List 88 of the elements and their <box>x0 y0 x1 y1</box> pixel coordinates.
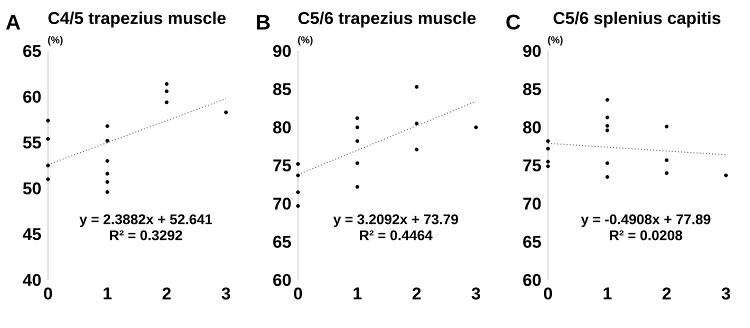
point <box>414 148 419 152</box>
x-tick-label: 2 <box>412 288 421 300</box>
y-axis-title: (%) <box>298 36 313 46</box>
x-tick-label: 0 <box>44 288 52 300</box>
point <box>605 98 610 102</box>
point <box>296 174 300 178</box>
point <box>355 125 360 130</box>
x-tick-label: 2 <box>162 288 171 300</box>
point <box>164 100 169 104</box>
annotation: R² = 0.3292 <box>110 230 182 240</box>
point <box>224 110 228 114</box>
point <box>164 89 169 94</box>
point <box>105 190 110 194</box>
point <box>724 174 728 178</box>
point <box>105 159 110 163</box>
point <box>546 160 550 164</box>
y-tick-label: 75 <box>523 160 541 172</box>
x-tick-label: 2 <box>662 288 671 300</box>
point <box>546 139 550 143</box>
y-tick-label: 55 <box>23 136 42 149</box>
y-axis-title: (%) <box>48 36 63 46</box>
text: C <box>506 14 520 30</box>
chart-title: C5/6 trapezius muscle <box>298 12 476 28</box>
point <box>296 204 300 208</box>
point <box>355 184 360 189</box>
point <box>546 164 550 168</box>
y-tick-label: 90 <box>273 44 291 58</box>
point <box>605 124 610 128</box>
point <box>605 175 610 179</box>
annotation: R² = 0.0208 <box>610 230 682 240</box>
x-tick-label: 1 <box>604 288 612 300</box>
point <box>355 116 360 120</box>
y-tick-label: 65 <box>23 44 42 58</box>
y-tick-label: 65 <box>523 236 541 248</box>
point <box>474 125 478 130</box>
y-tick-label: 45 <box>22 228 42 240</box>
x-tick-label: 1 <box>354 288 362 300</box>
point <box>105 172 110 176</box>
point <box>355 139 360 143</box>
x-tick-label: 0 <box>294 288 302 300</box>
point <box>105 124 110 128</box>
point <box>664 171 669 176</box>
annotation: y = 3.2092x + 73.79 <box>333 214 458 228</box>
text: A <box>6 15 20 30</box>
y-tick-label: 80 <box>273 121 291 134</box>
y-tick-label: 50 <box>23 182 41 194</box>
y-tick-label: 60 <box>523 274 541 286</box>
point <box>296 190 300 194</box>
point <box>605 128 610 132</box>
point <box>46 177 50 182</box>
x-tick-label: 0 <box>544 288 552 300</box>
annotation: y = 2.3882x + 52.641 <box>79 214 212 228</box>
x-tick-label: 3 <box>722 288 730 300</box>
y-tick-label: 65 <box>273 236 291 248</box>
y-tick-label: 75 <box>273 160 291 172</box>
y-tick-label: 60 <box>23 90 41 103</box>
point <box>46 118 50 123</box>
y-tick-label: 85 <box>273 83 291 96</box>
point <box>105 138 110 143</box>
point <box>664 124 669 128</box>
text: B <box>256 15 270 30</box>
point <box>546 146 550 151</box>
y-tick-label: 80 <box>523 121 541 134</box>
y-tick-label: 70 <box>523 198 541 210</box>
x-tick-label: 3 <box>472 288 480 300</box>
chart-title: C4/5 trapezius muscle <box>48 12 226 28</box>
y-tick-label: 60 <box>273 274 291 286</box>
point <box>605 116 610 120</box>
annotation: R² = 0.4464 <box>360 230 433 240</box>
y-tick-label: 85 <box>523 83 541 96</box>
point <box>105 180 110 184</box>
point <box>296 162 300 166</box>
annotation: y = -0.4908x + 77.89 <box>581 214 710 228</box>
x-tick-label: 1 <box>104 288 112 300</box>
x-tick-label: 3 <box>222 288 230 300</box>
chart-title: C5/6 splenius capitis <box>554 12 720 28</box>
point <box>414 84 419 89</box>
point <box>164 82 169 86</box>
point <box>605 161 610 166</box>
point <box>414 122 419 126</box>
point <box>46 164 50 168</box>
point <box>355 161 360 166</box>
y-axis-title: (%) <box>548 36 563 46</box>
point <box>46 137 50 141</box>
y-tick-label: 40 <box>22 274 41 286</box>
y-tick-label: 90 <box>523 44 541 58</box>
y-tick-label: 70 <box>273 198 291 210</box>
point <box>664 158 669 162</box>
